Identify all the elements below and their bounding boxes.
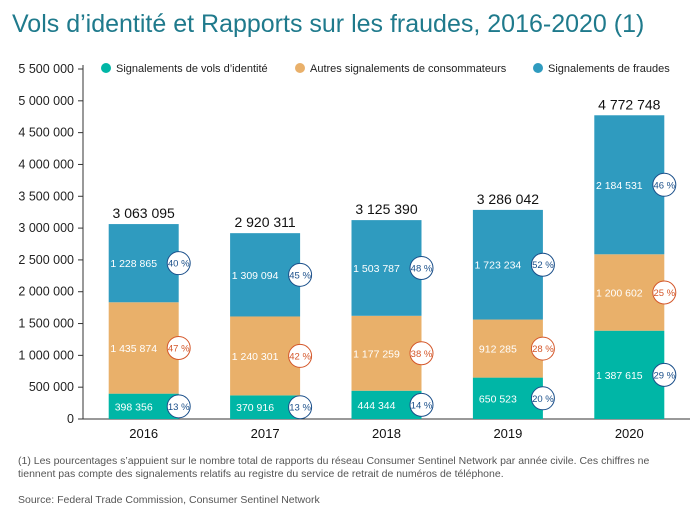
percent-label: 48 %: [411, 263, 433, 274]
bar-value-label: 370 916: [236, 402, 274, 414]
percent-label: 13 %: [289, 403, 311, 414]
percent-badge: [166, 335, 191, 360]
percent-badge: [409, 341, 434, 366]
percent-badge: [166, 394, 191, 419]
legend-label: Signalements de vols d’identité: [116, 63, 268, 75]
bar-value-label: 1 309 094: [232, 270, 279, 282]
bar-total-label: 2 920 311: [234, 214, 295, 230]
percent-label: 52 %: [532, 260, 554, 271]
chart-title: Vols d’identité et Rapports sur les frau…: [12, 10, 645, 38]
bar-segment: [230, 395, 301, 419]
percent-label: 14 %: [411, 400, 433, 411]
x-tick-label: 2020: [615, 426, 644, 441]
percent-badge: [166, 251, 191, 276]
percent-badge: [409, 255, 434, 280]
percent-badge: [288, 262, 313, 287]
percent-badge: [530, 386, 555, 411]
bar-value-label: 1 387 615: [596, 370, 643, 382]
source-note: Source: Federal Trade Commission, Consum…: [18, 494, 320, 506]
y-tick-label: 500 000: [29, 380, 74, 394]
percent-label: 40 %: [168, 259, 190, 270]
y-tick-label: 3 500 000: [18, 189, 74, 203]
bar-value-label: 1 503 787: [353, 263, 400, 275]
y-tick-label: 1 000 000: [18, 348, 74, 362]
y-tick-label: 2 000 000: [18, 285, 74, 299]
legend-marker: [295, 63, 305, 73]
percent-label: 46 %: [653, 180, 675, 191]
percent-badge: [652, 362, 677, 387]
bar-value-label: 650 523: [479, 393, 517, 405]
bar-value-label: 1 435 874: [110, 343, 157, 355]
bar-total-label: 3 125 390: [355, 201, 417, 217]
percent-label: 47 %: [168, 343, 190, 354]
percent-label: 38 %: [411, 349, 433, 360]
percent-label: 25 %: [653, 288, 675, 299]
percent-badge: [530, 252, 555, 277]
bar-value-label: 1 177 259: [353, 348, 400, 360]
bar-value-label: 398 356: [115, 401, 153, 413]
x-tick-label: 2017: [251, 426, 280, 441]
percent-badge: [530, 336, 555, 361]
percent-label: 42 %: [289, 351, 311, 362]
legend-marker: [101, 63, 111, 73]
y-tick-label: 4 500 000: [18, 126, 74, 140]
percent-label: 20 %: [532, 394, 554, 405]
bar-value-label: 1 240 301: [232, 351, 279, 363]
percent-badge: [288, 343, 313, 368]
y-tick-label: 5 000 000: [18, 94, 74, 108]
percent-badge: [288, 395, 313, 420]
bar-total-label: 3 286 042: [477, 191, 539, 207]
x-tick-label: 2018: [372, 426, 401, 441]
y-tick-label: 1 500 000: [18, 317, 74, 331]
percent-label: 45 %: [289, 270, 311, 281]
bar-value-label: 444 344: [358, 400, 396, 412]
y-tick-label: 0: [67, 412, 74, 426]
legend-label: Signalements de fraudes: [548, 63, 670, 75]
y-tick-label: 2 500 000: [18, 253, 74, 267]
bar-total-label: 4 772 748: [598, 96, 660, 112]
y-tick-label: 3 000 000: [18, 221, 74, 235]
x-tick-label: 2016: [129, 426, 158, 441]
bar-value-label: 912 285: [479, 344, 517, 356]
bar-value-label: 1 723 234: [475, 260, 522, 272]
percent-badge: [409, 392, 434, 417]
percent-label: 28 %: [532, 344, 554, 355]
bar-total-label: 3 063 095: [113, 205, 175, 221]
percent-label: 29 %: [653, 370, 675, 381]
percent-badge: [652, 280, 677, 305]
legend-marker: [533, 63, 543, 73]
percent-badge: [652, 172, 677, 197]
y-tick-label: 4 000 000: [18, 157, 74, 171]
bar-value-label: 1 228 865: [110, 258, 157, 270]
legend-label: Autres signalements de consommateurs: [310, 63, 507, 75]
stacked-bar-chart: 0 500 000 1 000 000 1 500 000 2 000 000 2 500…: [18, 62, 690, 441]
percent-label: 13 %: [168, 402, 190, 413]
footnote: (1) Les pourcentages s’appuient sur le n…: [18, 455, 650, 480]
bar-value-label: 2 184 531: [596, 180, 643, 192]
bar-value-label: 1 200 602: [596, 287, 643, 299]
y-tick-label: 5 500 000: [18, 62, 74, 76]
x-tick-label: 2019: [493, 426, 522, 441]
